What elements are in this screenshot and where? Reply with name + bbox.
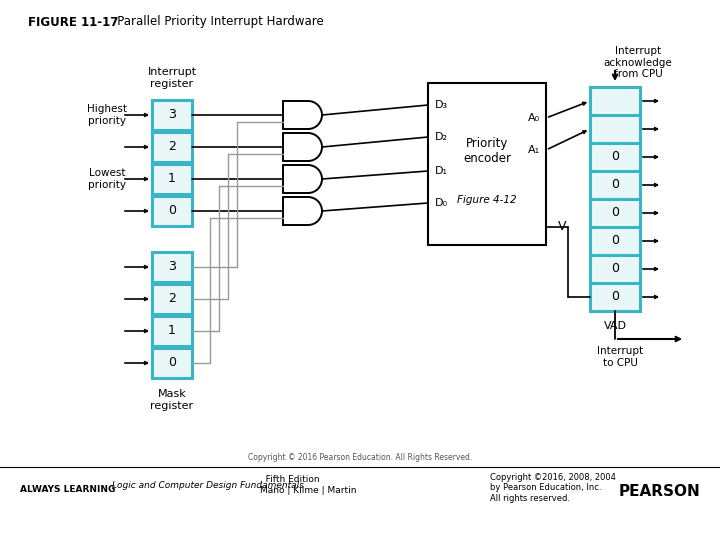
- Bar: [590, 171, 640, 199]
- Text: D₃: D₃: [434, 100, 448, 110]
- Text: 0: 0: [611, 262, 619, 275]
- Text: Copyright © 2016 Pearson Education. All Rights Reserved.: Copyright © 2016 Pearson Education. All …: [248, 454, 472, 462]
- Bar: [590, 283, 640, 311]
- Text: Parallel Priority Interrupt Hardware: Parallel Priority Interrupt Hardware: [106, 16, 324, 29]
- Bar: [152, 284, 192, 314]
- Text: Highest
priority: Highest priority: [87, 104, 127, 126]
- Bar: [428, 83, 546, 245]
- Text: A₀: A₀: [528, 113, 540, 123]
- Text: 0: 0: [611, 234, 619, 247]
- Text: 0: 0: [611, 206, 619, 219]
- Bar: [590, 87, 640, 115]
- Text: 2: 2: [168, 140, 176, 153]
- Text: 0: 0: [611, 179, 619, 192]
- Text: ALWAYS LEARNING: ALWAYS LEARNING: [20, 485, 115, 495]
- Text: 0: 0: [168, 205, 176, 218]
- Text: 1: 1: [168, 325, 176, 338]
- Bar: [152, 196, 192, 226]
- Text: Interrupt
acknowledge
from CPU: Interrupt acknowledge from CPU: [603, 46, 672, 79]
- Text: Lowest
priority: Lowest priority: [88, 168, 126, 190]
- Bar: [152, 348, 192, 378]
- Text: 2: 2: [168, 293, 176, 306]
- Text: V: V: [558, 220, 567, 233]
- Bar: [590, 227, 640, 255]
- Text: A₁: A₁: [528, 145, 540, 155]
- Bar: [590, 255, 640, 283]
- Text: PEARSON: PEARSON: [618, 484, 700, 500]
- Text: Priority
encoder: Priority encoder: [463, 137, 511, 165]
- Bar: [152, 252, 192, 282]
- Text: Interrupt
to CPU: Interrupt to CPU: [597, 346, 643, 368]
- Bar: [152, 132, 192, 162]
- Text: Logic and Computer Design Fundamentals: Logic and Computer Design Fundamentals: [112, 481, 304, 489]
- Bar: [590, 115, 640, 143]
- Text: 3: 3: [168, 109, 176, 122]
- Text: Mask
register: Mask register: [150, 389, 194, 411]
- Text: FIGURE 11-17: FIGURE 11-17: [28, 16, 118, 29]
- Text: 0: 0: [611, 291, 619, 303]
- Text: D₀: D₀: [434, 198, 448, 208]
- Text: 0: 0: [168, 356, 176, 369]
- Text: , Fifth Edition
Mano | Kilme | Martin: , Fifth Edition Mano | Kilme | Martin: [260, 475, 356, 495]
- Bar: [590, 143, 640, 171]
- Text: Copyright ©2016, 2008, 2004
by Pearson Education, Inc.
All rights reserved.: Copyright ©2016, 2008, 2004 by Pearson E…: [490, 473, 616, 503]
- Text: 3: 3: [168, 260, 176, 273]
- Text: 0: 0: [611, 151, 619, 164]
- Text: D₁: D₁: [434, 166, 448, 176]
- Bar: [152, 164, 192, 194]
- Text: Figure 4-12: Figure 4-12: [457, 194, 517, 205]
- Text: Interrupt
register: Interrupt register: [148, 67, 197, 89]
- Text: VAD: VAD: [603, 321, 626, 331]
- Text: 1: 1: [168, 172, 176, 186]
- Bar: [152, 316, 192, 346]
- Bar: [152, 100, 192, 130]
- Bar: [590, 199, 640, 227]
- Text: D₂: D₂: [434, 132, 448, 142]
